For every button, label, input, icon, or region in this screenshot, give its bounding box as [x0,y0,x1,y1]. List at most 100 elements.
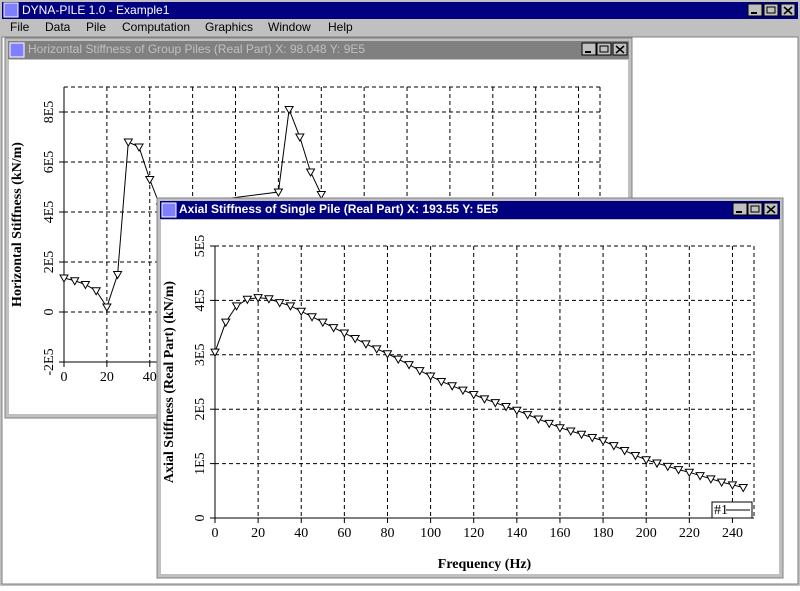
point-marker [264,295,274,304]
app-icon [3,2,19,18]
point-marker [414,367,425,376]
x-tick-label: 40 [143,370,157,385]
y-tick-label: 0 [193,515,208,522]
point-marker [339,329,350,339]
point-marker [738,484,749,493]
y-tick-label: 0 [42,309,57,316]
point-marker [231,302,242,311]
point-marker [695,472,705,481]
point-marker [404,361,414,370]
child-buttons[interactable] [732,202,779,216]
point-marker [371,345,382,354]
point-marker [727,481,738,490]
point-marker [490,399,501,408]
x-axis-label: Frequency (Hz) [438,557,532,572]
point-marker [328,324,339,333]
legend-label: #1 [714,503,728,518]
point-marker [317,318,328,328]
x-tick-label: 0 [61,370,68,385]
x-tick-label: 80 [380,526,394,541]
point-marker [511,406,522,416]
point-marker [102,303,112,313]
point-marker [220,318,231,328]
point-marker [684,468,695,478]
child-icon [9,42,25,58]
y-tick-label: 4E5 [42,201,57,224]
point-marker [641,456,652,465]
point-marker [112,271,123,280]
point-marker [619,447,630,456]
point-marker [662,462,673,472]
y-tick-label: 3E5 [193,344,208,367]
point-marker [210,348,220,358]
y-axis-label: Axial Stiffness (Real Part) (kN/m) [162,281,177,484]
menu-item[interactable]: Graphics [205,20,253,34]
point-marker [458,386,468,396]
x-tick-label: 240 [722,526,743,541]
point-marker [305,168,316,178]
point-marker [69,277,80,286]
child-title: Horizontal Stiffness of Group Piles (Rea… [28,42,365,56]
point-marker [284,106,294,115]
x-tick-label: 20 [251,526,265,541]
point-marker [630,451,641,461]
point-marker [716,478,727,488]
point-marker [447,382,458,391]
x-tick-label: 100 [420,526,441,541]
child-title: Axial Stiffness of Single Pile (Real Par… [179,202,498,216]
child-titlebar [8,41,629,59]
point-marker [361,340,371,349]
point-marker [144,176,155,185]
point-marker [555,424,565,433]
point-marker [576,430,587,440]
child-icon [161,202,177,218]
point-marker [59,274,69,284]
y-tick-label: -2E5 [42,348,57,375]
point-marker [382,350,393,359]
y-tick-label: 2E5 [193,398,208,421]
x-tick-label: 20 [100,370,114,385]
x-tick-label: 220 [679,526,700,541]
point-marker [253,294,263,303]
point-marker [91,287,102,296]
menu-item[interactable]: Computation [122,20,190,34]
point-marker [652,459,662,469]
point-marker [608,442,619,451]
point-marker [598,437,608,446]
plot-background [161,220,779,574]
point-marker [273,188,284,198]
y-tick-label: 5E5 [193,235,208,258]
chart: 0 1E5 2E5 3E5 4E5 5E5 0 20 40 60 80 100 120 140 160 180… [162,235,755,572]
x-tick-label: 120 [463,526,484,541]
x-tick-label: 160 [549,526,570,541]
point-marker [587,433,598,443]
menu-item[interactable]: Window [268,20,311,34]
point-marker [393,355,404,365]
y-tick-label: 2E5 [42,251,57,274]
app-buttons[interactable] [747,3,796,17]
point-marker [350,334,361,344]
point-marker [522,411,533,420]
x-tick-label: 200 [636,526,657,541]
menu-item[interactable]: Help [328,20,353,34]
y-tick-label: 4E5 [193,289,208,312]
y-axis-label: Horizontal Stiffness (kN/m) [10,142,25,307]
point-marker [425,372,436,382]
menu-item[interactable]: Data [45,20,71,34]
x-tick-label: 60 [337,526,351,541]
point-marker [544,419,555,429]
point-marker [296,307,307,317]
x-tick-label: 140 [506,526,527,541]
menu-item[interactable]: File [10,20,30,34]
y-tick-label: 1E5 [193,452,208,475]
point-marker [479,395,490,404]
y-tick-label: 8E5 [42,101,57,124]
menu-item[interactable]: Pile [86,20,106,34]
point-marker [565,427,576,436]
point-marker [673,466,684,475]
x-tick-label: 180 [593,526,614,541]
point-marker [80,281,91,290]
point-marker [468,391,479,400]
child-buttons[interactable] [581,42,628,56]
